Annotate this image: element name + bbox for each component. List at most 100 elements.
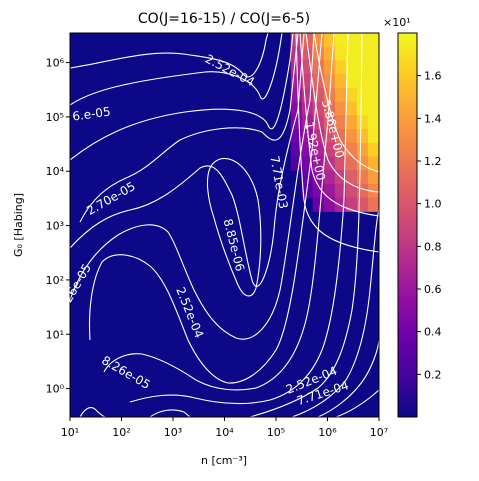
heatmap-cell xyxy=(356,129,369,144)
heatmap-cell xyxy=(367,197,379,212)
heatmap-cell xyxy=(301,46,314,62)
heatmap-cell xyxy=(334,33,347,48)
contour-line xyxy=(79,407,107,417)
heatmap-cell xyxy=(301,142,314,158)
contour-line xyxy=(305,33,379,193)
heatmap-cell xyxy=(345,74,358,89)
heatmap-cell xyxy=(356,197,369,212)
heatmap-cell xyxy=(367,156,379,171)
y-axis-label: G₀ [Habing] xyxy=(12,193,25,257)
contour-line xyxy=(335,389,379,417)
contour-line xyxy=(70,33,315,340)
heatmap-cell xyxy=(334,129,347,144)
heatmap-cell xyxy=(323,129,336,144)
heatmap-cell xyxy=(334,101,347,116)
heatmap-cell xyxy=(312,46,325,62)
heatmap-cell xyxy=(345,156,358,171)
heatmap-cell xyxy=(301,60,314,75)
heatmap-cell xyxy=(301,74,314,89)
y-tick-label: 10³ xyxy=(46,220,64,233)
heatmap-cell xyxy=(334,156,347,171)
heatmap-cell xyxy=(367,60,379,75)
heatmap-cell xyxy=(356,60,369,75)
contour-line xyxy=(70,33,269,78)
contour-line xyxy=(149,409,191,417)
heatmap-cell xyxy=(312,101,325,116)
heatmap-cell xyxy=(334,46,347,62)
x-tick-label: 10¹ xyxy=(61,426,79,439)
heatmap-cell xyxy=(356,74,369,89)
heatmap-cell xyxy=(367,115,379,130)
heatmap-cell xyxy=(334,142,347,158)
colorbar xyxy=(397,32,418,418)
contour-line xyxy=(70,33,283,106)
heatmap-cell xyxy=(334,183,347,199)
heatmap-cell xyxy=(301,170,314,185)
heatmap-cell xyxy=(290,60,303,75)
heatmap-cell xyxy=(356,115,369,130)
colorbar-multiplier: ×10¹ xyxy=(383,16,411,29)
heatmap-cell xyxy=(367,170,379,185)
heatmap-cell xyxy=(345,115,358,130)
heatmap-cell xyxy=(301,156,314,171)
heatmap-cell xyxy=(301,183,314,199)
heatmap-cell xyxy=(312,129,325,144)
x-tick-label: 10⁶ xyxy=(318,426,337,439)
heatmap-cell xyxy=(356,142,369,158)
contour-line xyxy=(313,33,379,173)
y-tick-label: 10⁵ xyxy=(46,111,64,124)
contour-line xyxy=(89,33,323,384)
heatmap-cell xyxy=(356,156,369,171)
x-tick-label: 10² xyxy=(112,426,130,439)
contour-line xyxy=(70,33,294,161)
heatmap-cell xyxy=(301,115,314,130)
heatmap-cell xyxy=(367,74,379,89)
y-tick-label: 10⁶ xyxy=(46,57,65,70)
colorbar-tick-label: 1.6 xyxy=(424,70,442,83)
colorbar-tick-label: 0.4 xyxy=(424,326,442,339)
heatmap-cell xyxy=(345,197,358,212)
x-tick-label: 10³ xyxy=(164,426,182,439)
contour-label: 6.e-05 xyxy=(71,104,111,123)
heatmap-cell xyxy=(312,197,325,212)
x-axis-ticks: 10¹ 10² 10³ 10⁴ 10⁵ 10⁶ 10⁷ xyxy=(61,417,388,439)
y-tick-label: 10¹ xyxy=(46,328,64,341)
heatmap-cell xyxy=(367,46,379,62)
heatmap-cell xyxy=(290,156,303,171)
heatmap-cell xyxy=(367,33,379,48)
heatmap-cell xyxy=(323,46,336,62)
heatmap-cell xyxy=(334,197,347,212)
heatmap-cell xyxy=(345,87,358,103)
heatmap-cell xyxy=(356,183,369,199)
heatmap-cell xyxy=(334,60,347,75)
heatmap-cell xyxy=(356,33,369,48)
colorbar-tick-label: 1.2 xyxy=(424,155,442,168)
heatmap-cell xyxy=(323,170,336,185)
heatmap-cell xyxy=(312,183,325,199)
heatmap-cell xyxy=(312,156,325,171)
heatmap-cell xyxy=(367,142,379,158)
heatmap-cell xyxy=(290,142,303,158)
colorbar-tick-label: 1.4 xyxy=(424,112,442,125)
x-axis-label: n [cm⁻³] xyxy=(201,454,247,467)
heatmap-cell xyxy=(301,33,314,48)
heatmap-cell xyxy=(356,87,369,103)
heatmap-cell xyxy=(301,129,314,144)
heatmap-cell xyxy=(301,101,314,116)
x-tick-label: 10⁴ xyxy=(215,426,234,439)
contour-line xyxy=(295,33,379,253)
contour-line xyxy=(70,33,305,287)
heatmap-cell xyxy=(312,33,325,48)
chart-title: CO(J=16-15) / CO(J=6-5) xyxy=(138,11,310,27)
heatmap-cell xyxy=(301,87,314,103)
colorbar-tick-label: 0.6 xyxy=(424,283,442,296)
heatmap-cell xyxy=(345,101,358,116)
heatmap-cell xyxy=(345,170,358,185)
heatmap-cell xyxy=(323,115,336,130)
contour-line xyxy=(206,157,262,297)
heatmap-cell xyxy=(356,101,369,116)
contour-line xyxy=(79,33,299,223)
colorbar-tick-label: 0.8 xyxy=(424,240,442,253)
contour-line xyxy=(103,33,335,391)
